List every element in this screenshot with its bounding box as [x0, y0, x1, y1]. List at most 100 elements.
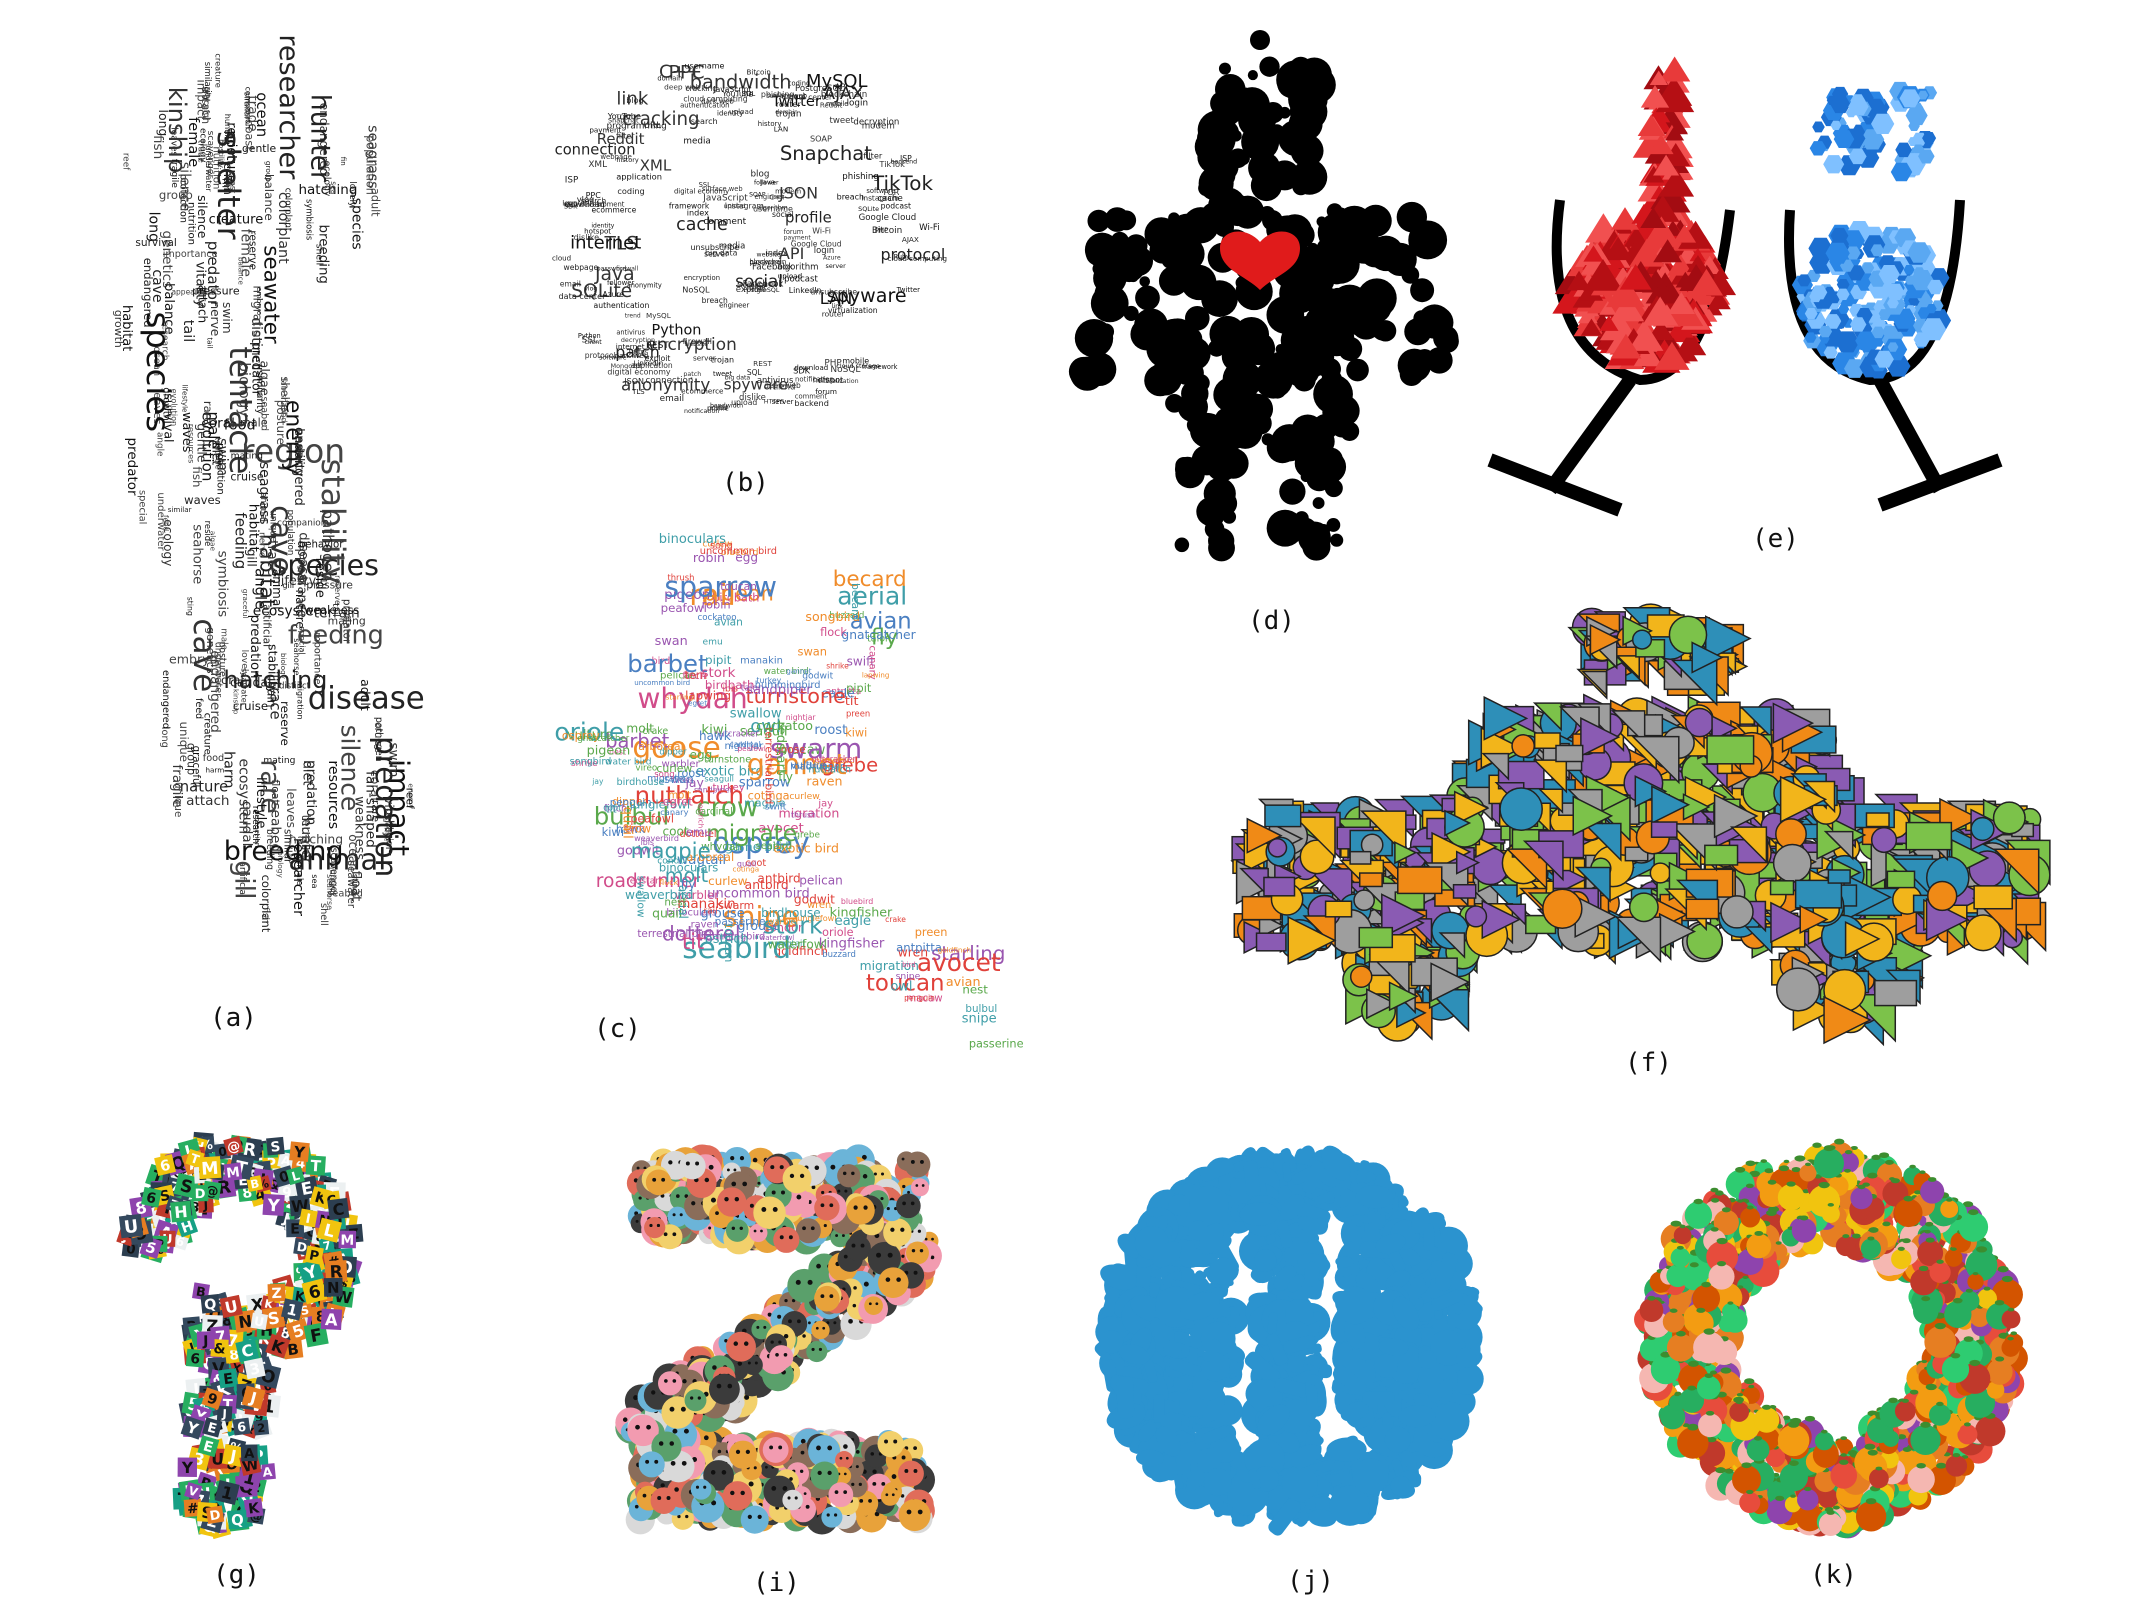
cloud-word: blog [750, 169, 769, 179]
cloud-word: behavior [299, 540, 345, 551]
robot-circle [1323, 380, 1338, 395]
taxi-circle [1927, 880, 1958, 912]
tile-letter: E [299, 1177, 314, 1199]
heart-icon [1220, 231, 1300, 290]
cloud-word: reserve [247, 230, 259, 270]
cloud-word: pipit [846, 682, 872, 695]
cloud-word: male [219, 628, 229, 650]
cloud-word: avian [946, 974, 981, 989]
taxi-rect [1769, 880, 1795, 896]
cloud-word: encryption [646, 334, 736, 354]
tile-letter: S [178, 1176, 195, 1198]
cloud-word: goldfinch [774, 944, 828, 958]
tile-letter: U [123, 1217, 140, 1239]
taxi-arrow [1438, 932, 1466, 959]
robot-circle [1300, 471, 1312, 483]
cloud-word: species [273, 549, 379, 582]
robot-circle [1330, 533, 1344, 547]
cloud-word: NoSQL [682, 284, 710, 294]
cloud-word: weaverbird [634, 834, 679, 843]
tile-letter: Q [231, 1512, 245, 1530]
tile-bg [223, 1135, 244, 1157]
cloud-word: researcher [273, 34, 304, 180]
letter-tile: D [205, 1505, 225, 1524]
cloud-word: egret [688, 699, 707, 708]
cloud-word: predator [340, 599, 352, 644]
letter-tile: P [304, 1245, 324, 1265]
cloud-word: profile [707, 405, 729, 413]
cloud-word: long [145, 212, 161, 242]
cloud-word: pelican [799, 874, 843, 888]
cloud-word: enemy [406, 783, 415, 809]
cloud-word: application [631, 361, 673, 370]
cloud-word: caudal [239, 801, 255, 846]
cloud-word: identity [591, 222, 614, 229]
taxi-circle [1964, 914, 2002, 952]
tile-letter: A [262, 1464, 273, 1480]
letter-tile: S [173, 1172, 200, 1199]
cloud-word: songbird [570, 757, 612, 768]
blue-hexagon [1927, 279, 1944, 295]
blue-hexagon [1823, 346, 1838, 359]
taxi-circle [1970, 816, 1995, 842]
cloud-word: Snapchat [608, 116, 639, 124]
cloud-word: macaw [779, 743, 826, 758]
cloud-word: nightjar [786, 713, 817, 722]
red-triangle [1689, 248, 1706, 262]
robot-circle [1291, 159, 1328, 195]
cloud-word: harm [205, 766, 224, 775]
tile-letter: 5 [143, 1239, 158, 1258]
cloud-word: roost [814, 723, 847, 738]
cloud-word: egret [663, 794, 694, 808]
cloud-word: redstart [626, 876, 663, 887]
cloud-word: cockatoo [697, 613, 736, 623]
tile-letter: M [340, 1233, 354, 1249]
taxi-triangle [1366, 988, 1398, 1020]
cloud-word: biology [276, 851, 285, 879]
tile-bg [201, 1387, 224, 1410]
cloud-word: artificial [261, 604, 273, 647]
cloud-word: hatching [298, 182, 357, 198]
cloud-word: SDK [793, 366, 811, 376]
cloud-word: male [204, 411, 222, 448]
cloud-word: mating [231, 451, 263, 462]
cloud-word: crake [885, 915, 906, 924]
cloud-word: starling [931, 942, 1005, 965]
robot-circle [1317, 212, 1357, 252]
cloud-word: router [776, 99, 802, 109]
cloud-word: posture [274, 400, 288, 445]
cloud-word: SOAP [810, 133, 832, 143]
red-triangle [1652, 107, 1671, 123]
cloud-word: deep web [764, 381, 801, 390]
cloud-word: server [772, 398, 794, 406]
cloud-word: quail [737, 860, 757, 869]
cloud-word: AJAX [823, 84, 863, 104]
cloud-word: MongoDB [610, 362, 641, 370]
cloud-word: molt [665, 864, 709, 887]
cloud-word: sandpiper [694, 785, 734, 794]
cloud-word: talon [867, 633, 891, 644]
cloud-word: history [758, 120, 782, 128]
blue-hexagon [1833, 130, 1855, 148]
blue-hexagon [1830, 120, 1842, 130]
blue-hexagon [1904, 275, 1916, 285]
cloud-word: predator [124, 437, 140, 496]
robot-circle [1409, 230, 1430, 251]
red-triangle [1667, 254, 1694, 276]
red-triangle [1628, 322, 1664, 351]
cloud-word: warbler [768, 916, 800, 926]
letter-tile: 6 [185, 1348, 205, 1368]
cloud-word: ecology [322, 161, 333, 197]
cloud-word: tail [206, 337, 215, 348]
letter-tile: E [218, 1368, 239, 1389]
tile-letter: 6 [145, 1190, 158, 1208]
cloud-word: cotinga [748, 789, 790, 802]
blue-hexagon [1823, 155, 1845, 174]
cloud-word: gannet [747, 748, 847, 781]
cloud-word: Reddit [820, 101, 843, 109]
blue-hexagon [1836, 279, 1850, 291]
cloud-word: Bitcoin [746, 67, 770, 76]
tile-letter: I [304, 1212, 311, 1228]
cloud-word: server [693, 354, 716, 363]
blue-hexagon [1838, 304, 1850, 314]
